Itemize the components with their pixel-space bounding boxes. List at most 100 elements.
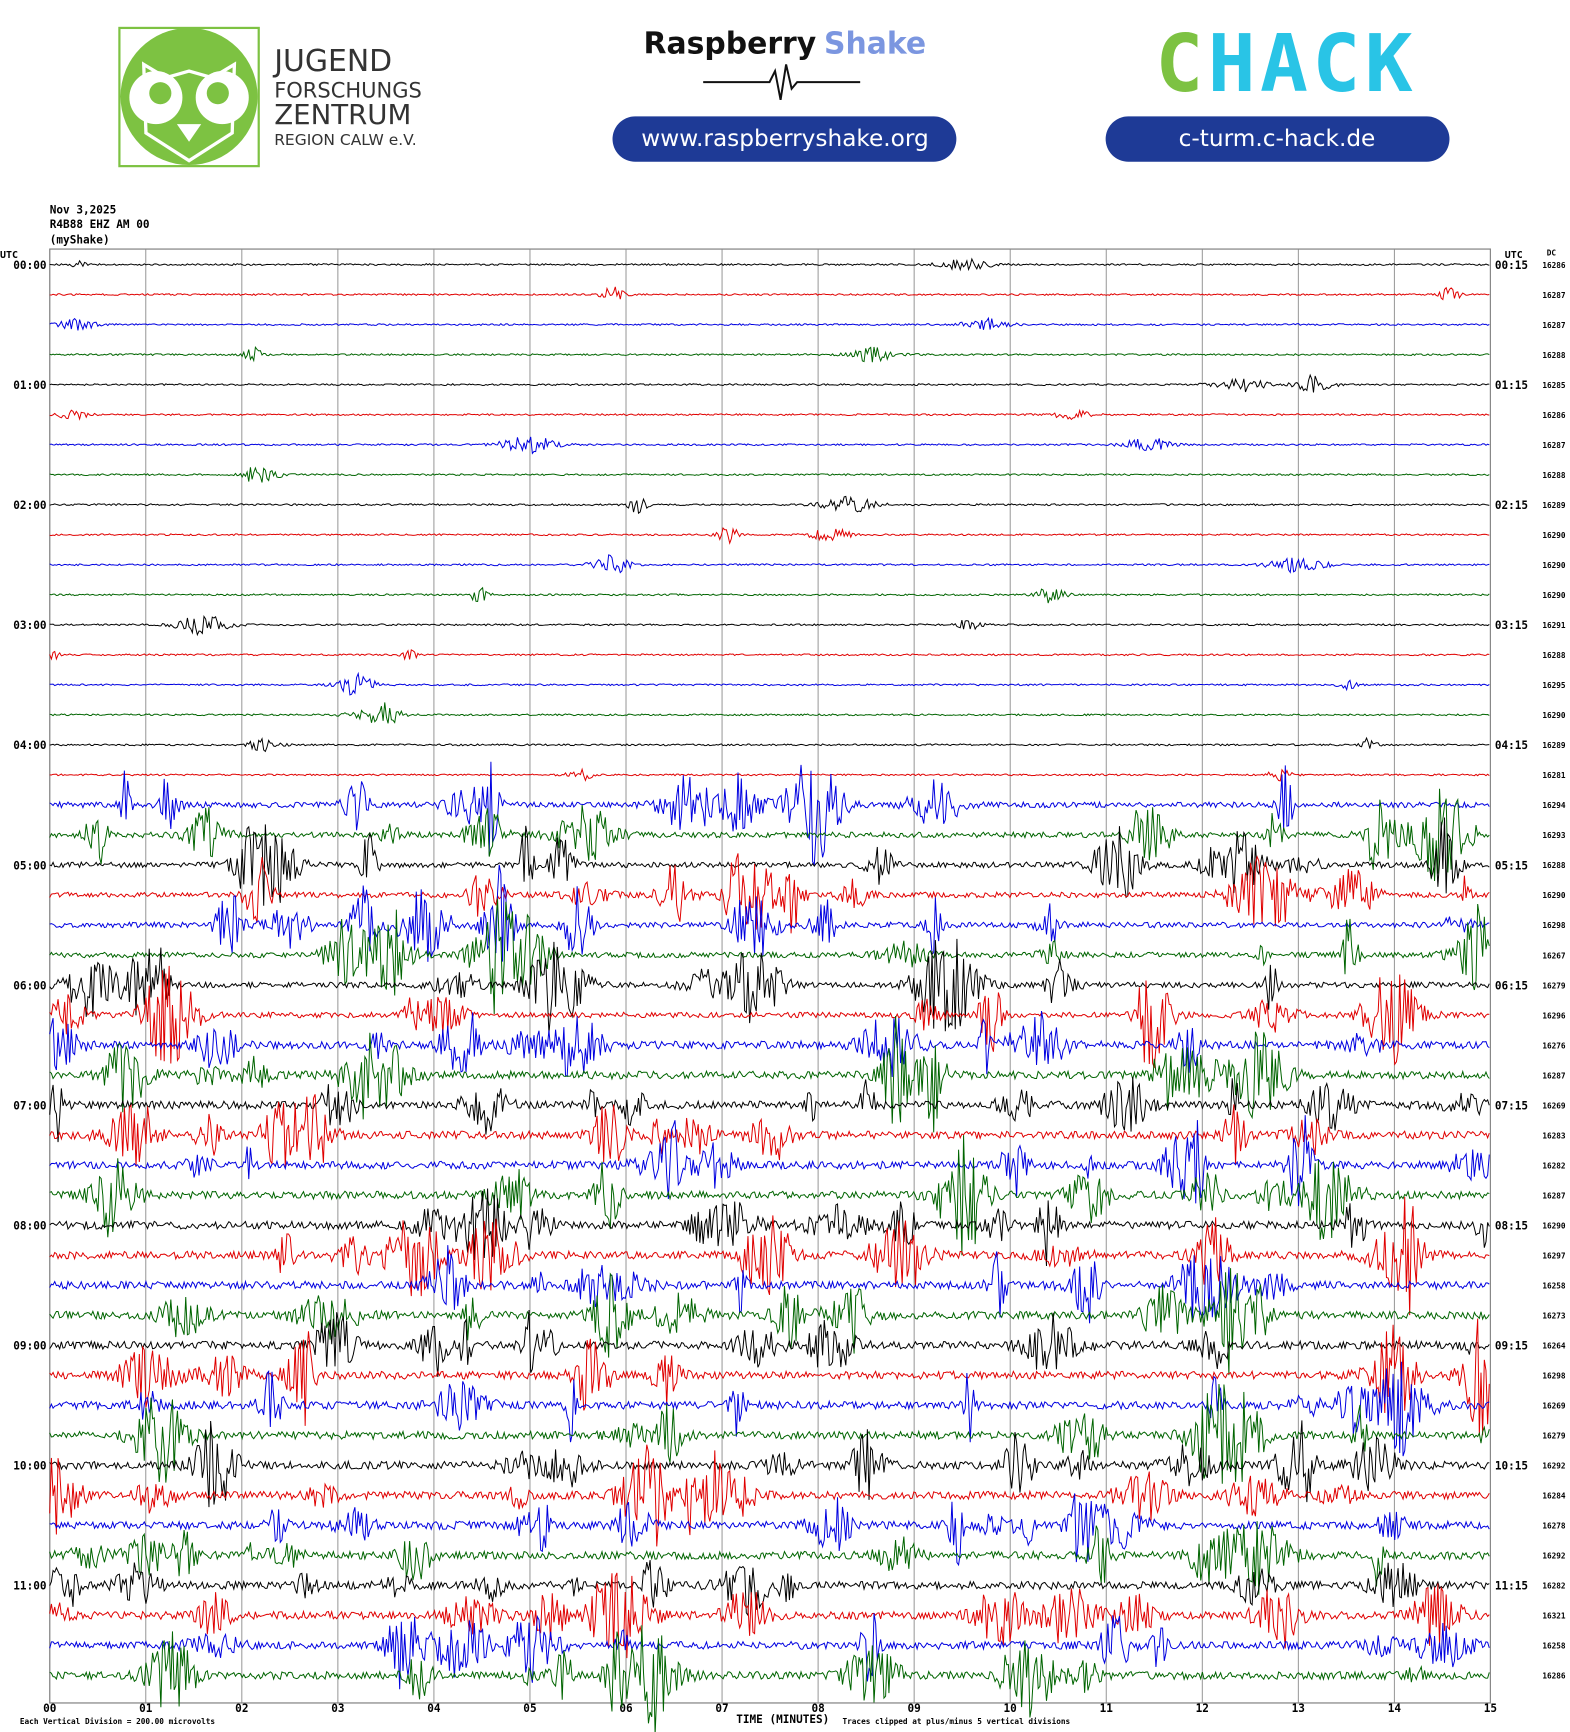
trace: [49, 1521, 1490, 1595]
dc-value: 16290: [1542, 711, 1566, 720]
row-label: 03:15: [1495, 619, 1528, 632]
row-label: 08:00: [13, 1220, 46, 1233]
dc-value: 16298: [1542, 1372, 1566, 1381]
dc-value: 16295: [1542, 681, 1566, 690]
trace: [49, 1318, 1490, 1436]
dc-value: 16288: [1542, 651, 1566, 660]
trace: [49, 1613, 1490, 1690]
dc-value: 16290: [1542, 591, 1566, 600]
jfz-text: FORSCHUNGS: [274, 79, 422, 103]
dc-value: 16287: [1542, 1071, 1566, 1080]
rs-name: Raspberry: [643, 26, 816, 61]
chack-rest: HACK: [1208, 17, 1417, 110]
dc-value: 16289: [1542, 501, 1566, 510]
row-label: 10:00: [13, 1460, 46, 1473]
x-tick-label: 07: [715, 1702, 728, 1715]
trace: [49, 702, 1490, 724]
dc-value: 16286: [1542, 1672, 1566, 1681]
x-tick-label: 12: [1196, 1702, 1209, 1715]
trace: [49, 1309, 1490, 1377]
trace: [49, 316, 1490, 331]
trace: [49, 671, 1490, 696]
station: R4B88 EHZ AM 00: [50, 218, 150, 231]
trace: [49, 1361, 1490, 1457]
row-label: 08:15: [1495, 1220, 1528, 1233]
dc-value: 16279: [1542, 1432, 1566, 1441]
dc-value: 16278: [1542, 1522, 1566, 1531]
row-label: 05:15: [1495, 859, 1528, 872]
rs-name: Raspberry Shake: [643, 26, 926, 61]
rs-pill[interactable]: [612, 116, 957, 162]
chack-url[interactable]: c-turm.c-hack.de: [1179, 125, 1376, 152]
trace: [49, 761, 1490, 867]
trace: [49, 466, 1490, 483]
trace: [49, 965, 1490, 1069]
x-tick-label: 14: [1388, 1702, 1402, 1715]
chack-pill[interactable]: [1105, 116, 1450, 162]
trace: [49, 817, 1490, 906]
trace: [49, 736, 1490, 753]
trace: [49, 408, 1490, 421]
rs-url[interactable]: www.raspberryshake.org: [641, 125, 928, 152]
dc-value: 16289: [1542, 741, 1566, 750]
row-label: 00:15: [1495, 259, 1528, 272]
dc-value: 16290: [1542, 531, 1566, 540]
trace: [49, 767, 1490, 782]
trace: [49, 1625, 1490, 1732]
dc-value: 16267: [1542, 951, 1566, 960]
dc-label: DC: [1547, 249, 1557, 258]
trace: [49, 864, 1490, 962]
dc-value: 16273: [1542, 1311, 1566, 1320]
trace: [49, 1444, 1490, 1547]
dc-value: 16293: [1542, 831, 1566, 840]
trace: [49, 495, 1490, 515]
x-tick-label: 01: [139, 1702, 153, 1715]
dc-value: 16298: [1542, 921, 1566, 930]
rs-shake: Shake: [824, 26, 926, 61]
row-label: 06:15: [1495, 979, 1528, 992]
jfz-text: ZENTRUM: [274, 98, 411, 131]
dc-value: 16288: [1542, 471, 1566, 480]
dc-value: 16292: [1542, 1552, 1565, 1561]
dc-value: 16291: [1542, 621, 1566, 630]
trace: [49, 1196, 1490, 1316]
row-label: 09:15: [1495, 1340, 1528, 1353]
dc-value: 16288: [1542, 351, 1566, 360]
x-tick-label: 04: [427, 1702, 441, 1715]
scale-note: Each Vertical Division = 200.00 microvol…: [20, 1717, 216, 1726]
dc-value: 16286: [1542, 411, 1566, 420]
x-tick-label: 11: [1100, 1702, 1114, 1715]
row-label: 00:00: [13, 259, 46, 272]
dc-value: 16290: [1542, 891, 1566, 900]
row-label: 07:00: [13, 1099, 46, 1112]
row-label: 02:00: [13, 499, 46, 512]
dc-value: 16290: [1542, 1221, 1566, 1230]
trace: [49, 1135, 1490, 1256]
trace: [49, 1188, 1490, 1267]
dc-value: 16279: [1542, 981, 1566, 990]
x-tick-label: 06: [619, 1702, 633, 1715]
row-label: 11:00: [13, 1580, 46, 1593]
x-tick-label: 08: [811, 1702, 824, 1715]
trace: [49, 649, 1490, 661]
dc-value: 16276: [1542, 1041, 1566, 1050]
dc-value: 16284: [1542, 1492, 1566, 1501]
dc-value: 16264: [1542, 1341, 1566, 1350]
trace: [49, 1268, 1490, 1376]
trace: [49, 1010, 1490, 1078]
x-tick-label: 00: [43, 1702, 56, 1715]
trace: [49, 345, 1490, 363]
dc-value: 16287: [1542, 441, 1566, 450]
row-label: 01:15: [1495, 379, 1528, 392]
source: (myShake): [50, 234, 110, 247]
dc-value: 16258: [1542, 1281, 1566, 1290]
trace: [49, 1076, 1490, 1143]
dc-value: 16281: [1542, 771, 1566, 780]
dc-value: 16285: [1542, 381, 1566, 390]
row-label: 03:00: [13, 619, 46, 632]
row-label: 07:15: [1495, 1099, 1528, 1112]
row-label: 04:00: [13, 739, 46, 752]
trace: [49, 938, 1490, 1034]
trace: [49, 1420, 1490, 1508]
